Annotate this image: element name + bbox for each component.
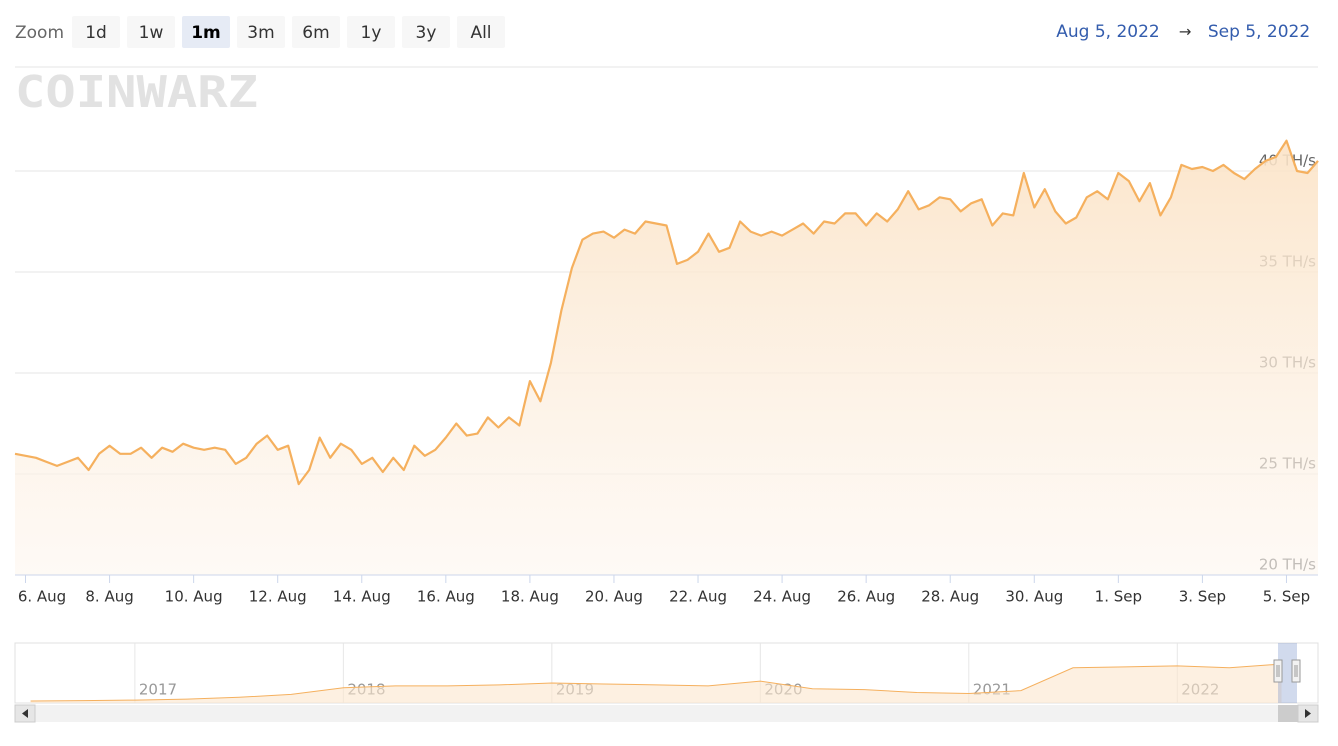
x-tick-label: 18. Aug bbox=[501, 588, 559, 606]
zoom-button-label[interactable]: 3m bbox=[247, 23, 274, 43]
x-tick-label: 22. Aug bbox=[669, 588, 727, 606]
zoom-button-label[interactable]: All bbox=[470, 23, 491, 43]
x-tick-label: 3. Sep bbox=[1179, 588, 1226, 606]
zoom-label: Zoom bbox=[15, 23, 64, 43]
x-tick-label: 30. Aug bbox=[1005, 588, 1063, 606]
zoom-button-label[interactable]: 1m bbox=[191, 23, 221, 43]
navigator-handle[interactable] bbox=[1291, 659, 1301, 683]
scrollbar-track[interactable] bbox=[15, 705, 1318, 722]
x-tick-label: 16. Aug bbox=[417, 588, 475, 606]
zoom-button-label[interactable]: 1d bbox=[85, 23, 107, 43]
zoom-button[interactable] bbox=[292, 16, 340, 48]
x-tick-label: 20. Aug bbox=[585, 588, 643, 606]
zoom-button[interactable] bbox=[127, 16, 175, 48]
zoom-button-label[interactable]: 1w bbox=[139, 23, 164, 43]
date-from[interactable]: Aug 5, 2022 bbox=[1056, 22, 1160, 42]
x-tick-label: 26. Aug bbox=[837, 588, 895, 606]
date-arrow: → bbox=[1179, 23, 1192, 41]
zoom-button-label[interactable]: 3y bbox=[416, 23, 437, 43]
x-tick-label: 28. Aug bbox=[921, 588, 979, 606]
navigator-label: 2017 bbox=[139, 681, 177, 699]
zoom-button[interactable] bbox=[72, 16, 120, 48]
date-to[interactable]: Sep 5, 2022 bbox=[1208, 22, 1310, 42]
x-tick-label: 8. Aug bbox=[85, 588, 133, 606]
x-tick-label: 1. Sep bbox=[1095, 588, 1142, 606]
navigator-handle[interactable] bbox=[1273, 659, 1283, 683]
watermark: COINWARZ bbox=[15, 67, 258, 118]
x-tick-label: 6. Aug bbox=[18, 588, 66, 606]
zoom-button[interactable] bbox=[182, 16, 230, 48]
x-tick-label: 14. Aug bbox=[333, 588, 391, 606]
navigator-area bbox=[30, 664, 1282, 703]
zoom-button[interactable] bbox=[237, 16, 285, 48]
zoom-button[interactable] bbox=[402, 16, 450, 48]
x-tick-label: 10. Aug bbox=[165, 588, 223, 606]
x-tick-label: 12. Aug bbox=[249, 588, 307, 606]
scroll-left-arrow bbox=[22, 709, 28, 718]
zoom-button-label[interactable]: 1y bbox=[361, 23, 382, 43]
series-line bbox=[14, 139, 1319, 486]
scroll-right-arrow bbox=[1305, 709, 1311, 718]
scrollbar-thumb[interactable] bbox=[1278, 705, 1298, 722]
area-fill bbox=[15, 140, 1318, 575]
zoom-button[interactable] bbox=[347, 16, 395, 48]
navigator-mask bbox=[1278, 643, 1297, 703]
navigator-line bbox=[30, 663, 1282, 702]
x-tick-label: 24. Aug bbox=[753, 588, 811, 606]
zoom-button[interactable] bbox=[457, 16, 505, 48]
x-tick-label: 5. Sep bbox=[1263, 588, 1310, 606]
zoom-button-label[interactable]: 6m bbox=[302, 23, 329, 43]
